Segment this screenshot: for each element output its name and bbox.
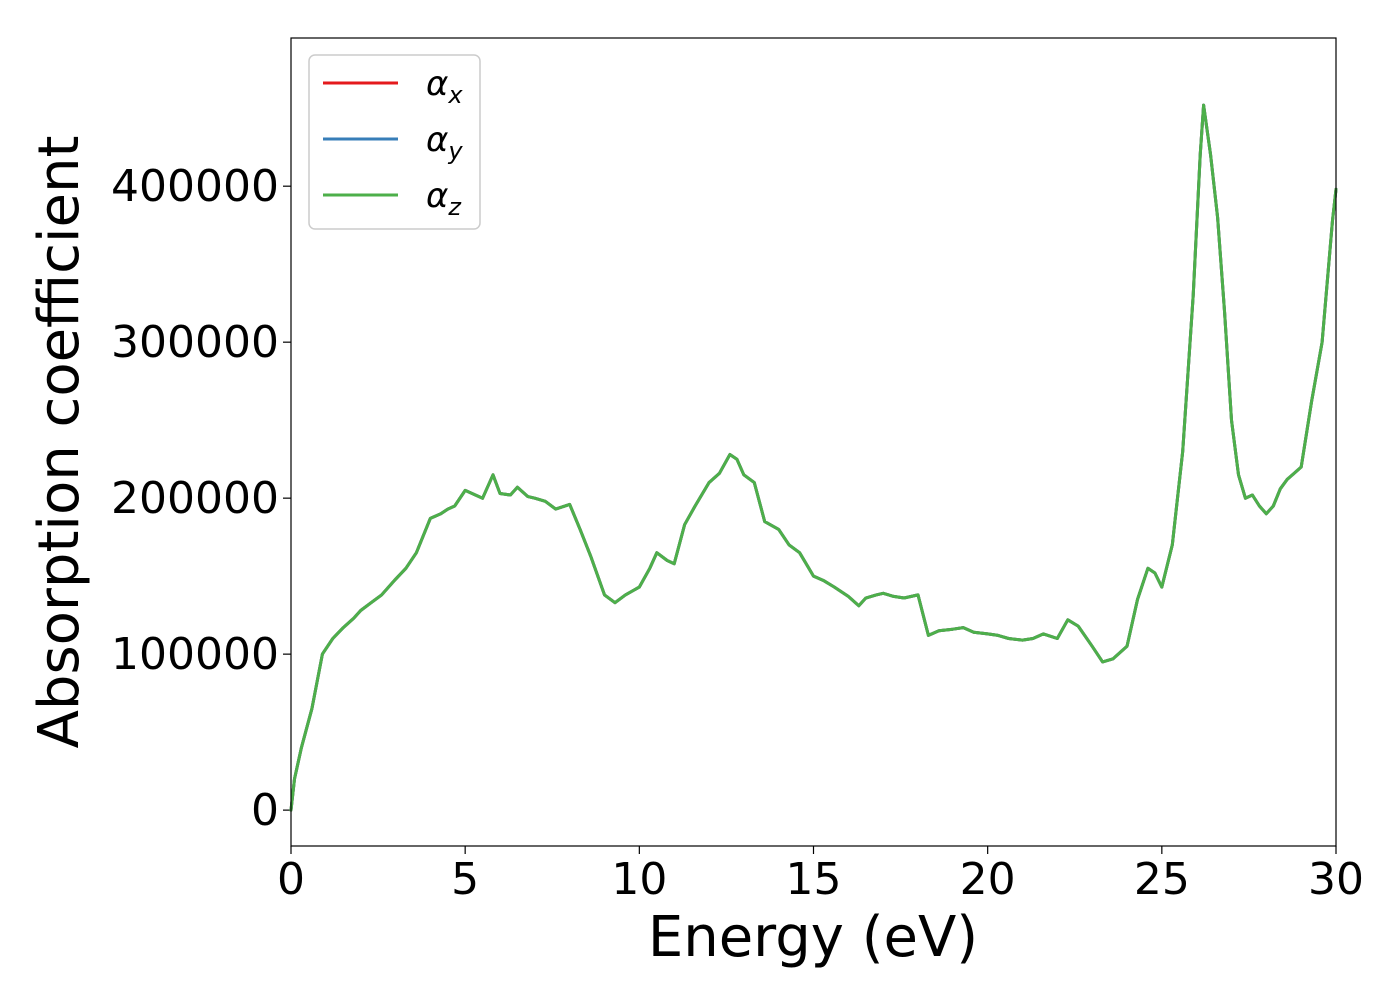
- legend-label: αz: [426, 176, 462, 221]
- x-axis-title: Energy (eV): [648, 905, 978, 970]
- x-tick-label: 5: [451, 854, 479, 905]
- x-tick-label: 25: [1134, 854, 1190, 905]
- legend-box: [308, 54, 481, 230]
- legend-label: αx: [426, 64, 463, 109]
- x-tick-label: 30: [1308, 854, 1364, 905]
- x-tick-label: 20: [960, 854, 1016, 905]
- x-tick-label: 10: [611, 854, 667, 905]
- legend: αx αy αz: [308, 54, 481, 230]
- series-line-z: [289, 103, 1338, 812]
- y-tick-label: 300000: [111, 317, 279, 368]
- plot-frame: [290, 37, 1337, 847]
- y-tick-label: 100000: [111, 629, 279, 680]
- x-tick-label: 0: [277, 854, 305, 905]
- y-tick-label: 400000: [111, 161, 279, 212]
- x-axis-ticks: 0 5 10 15 20 25 30: [277, 846, 1364, 905]
- series-layer: [289, 103, 1338, 812]
- y-axis-ticks: 0 100000 200000 300000 400000: [111, 161, 291, 836]
- y-axis-title: Absorption coefficient: [27, 136, 92, 749]
- y-tick-label: 200000: [111, 473, 279, 524]
- x-tick-label: 15: [786, 854, 842, 905]
- legend-label: αy: [426, 120, 463, 165]
- y-tick-label: 0: [251, 785, 279, 836]
